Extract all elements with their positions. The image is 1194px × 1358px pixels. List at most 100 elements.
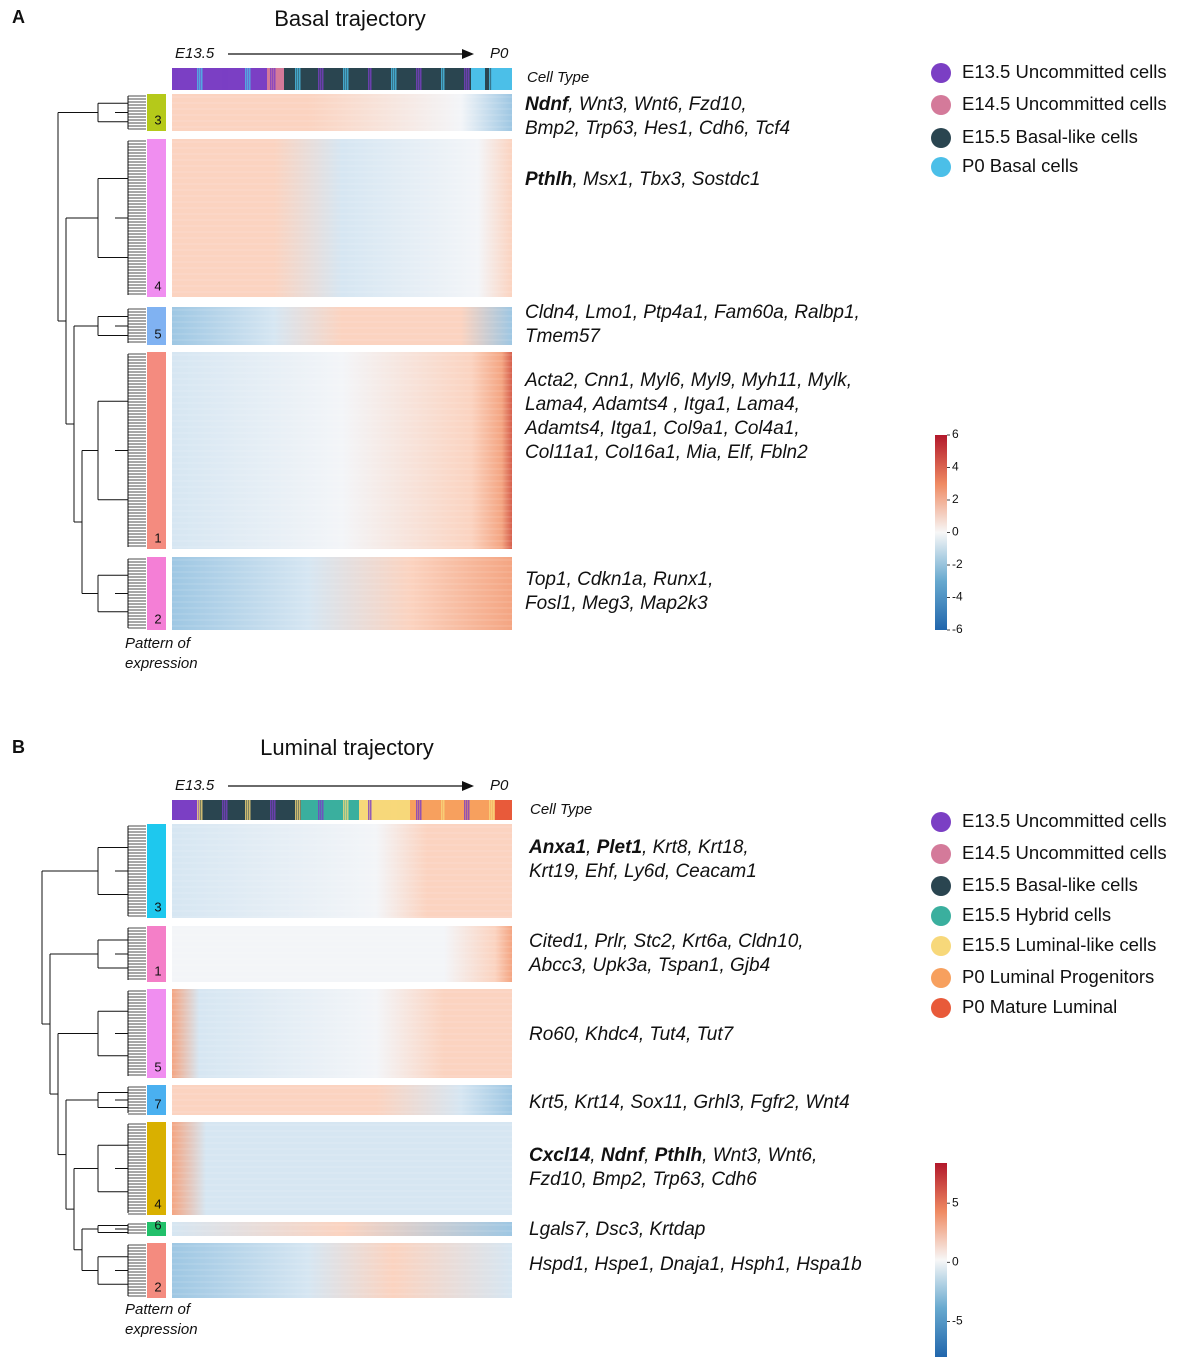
gene-list: Fzd10, Bmp2, Trp63, Cdh6 [529,1169,757,1190]
cell-stripe [416,800,418,820]
gene-list: Lgals7, Dsc3, Krtdap [529,1219,705,1240]
cell-stripe [197,68,199,90]
cluster-number: 4 [154,278,161,293]
panel-title: Basal trajectory [274,6,426,31]
gene-list: Tmem57 [525,326,601,347]
cell-stripe [441,800,443,820]
gene-text: Ndnf [525,94,570,115]
gene-text: Lgals7, Dsc3, Krtdap [529,1219,705,1240]
gene-list: Lama4, Adamts4 , Itga1, Lama4, [525,394,800,415]
gene-text: Ndnf [601,1145,646,1166]
cell-stripe [201,68,203,90]
cluster-bar [147,1122,166,1215]
cell-stripe [466,800,468,820]
cell-stripe [295,68,297,90]
cluster-number: 1 [154,963,161,978]
cell-stripe [245,68,247,90]
heatmap-block [172,989,512,1078]
cell-stripe [224,68,226,90]
cluster-bar [147,824,166,918]
cell-type-bar [172,68,512,90]
gene-list: Anxa1, Plet1, Krt8, Krt18, [528,837,749,858]
gene-list: Ro60, Khdc4, Tut4, Tut7 [529,1024,735,1045]
cluster-bar [147,139,166,297]
panel-label: B [12,737,25,757]
cell-stripe [443,68,445,90]
gene-list: Krt19, Ehf, Ly6d, Ceacam1 [529,861,757,882]
legend-dot [931,63,951,83]
cell-stripe [224,800,226,820]
cell-type-bar [172,800,512,820]
cell-stripe [464,68,466,90]
cell-stripe [249,800,251,820]
cluster-number: 3 [154,112,161,127]
gene-text: Pthlh [525,169,573,190]
cell-stripe [176,800,178,820]
colorbar-tick-label: -4 [952,590,963,604]
legend-label: E15.5 Basal-like cells [962,874,1138,895]
gene-list: Krt5, Krt14, Sox11, Grhl3, Fgfr2, Wnt4 [529,1092,850,1113]
gene-list: Ndnf, Wnt3, Wnt6, Fzd10, [525,94,747,115]
legend-dot [931,95,951,115]
cell-stripe [226,800,228,820]
cell-stripe [322,800,324,820]
gene-text: , [644,1145,655,1166]
cell-stripe [295,800,297,820]
gene-text: Bmp2, Trp63, Hes1, Cdh6, Tcf4 [525,118,790,139]
cluster-bar [147,1085,166,1115]
cell-stripe [493,800,495,820]
cell-stripe [247,800,249,820]
colorbar-tick-label: -5 [952,1314,963,1328]
trajectory-end: P0 [490,45,509,62]
gene-text: , Wnt3, Wnt6, Fzd10, [568,94,746,115]
gene-list: Cldn4, Lmo1, Ptp4a1, Fam60a, Ralbp1, [525,302,860,323]
cell-stripe [395,800,397,820]
cluster-number: 1 [154,530,161,545]
pattern-label: expression [125,655,198,672]
cell-stripe [176,68,178,90]
cell-stripe [247,68,249,90]
cell-stripe [343,68,345,90]
legend-label: E15.5 Basal-like cells [962,126,1138,147]
heatmap-block [172,1222,512,1236]
legend-label: P0 Luminal Progenitors [962,966,1154,987]
legend-label: E15.5 Luminal-like cells [962,934,1156,955]
arrow-head [462,781,474,791]
gene-list: Hspd1, Hspe1, Dnaja1, Hsph1, Hspa1b [529,1254,862,1275]
gene-text: , Krt8, Krt18, [642,837,749,858]
gene-text: , [586,837,597,858]
cell-stripe [393,800,395,820]
cell-stripe [299,68,301,90]
pattern-label: Pattern of [125,635,192,652]
legend-dot [931,812,951,832]
gene-list: Fosl1, Meg3, Map2k3 [525,593,708,614]
gene-text: Cldn4, Lmo1, Ptp4a1, Fam60a, Ralbp1, [525,302,860,323]
cell-stripe [391,800,393,820]
gene-text: Acta2, Cnn1, Myl6, Myl9, Myh11, Mylk, [524,370,852,391]
cell-stripe [272,800,274,820]
cell-stripe [468,800,470,820]
gene-list: Abcc3, Upk3a, Tspan1, Gjb4 [528,955,770,976]
cell-stripe [418,800,420,820]
cell-stripe [347,68,349,90]
gene-text: Abcc3, Upk3a, Tspan1, Gjb4 [528,955,770,976]
cell-type-label: Cell Type [527,69,589,86]
legend-label: P0 Basal cells [962,155,1078,176]
cluster-bar [147,307,166,345]
cell-stripe [370,800,372,820]
pattern-label: Pattern of [125,1301,192,1318]
gene-text: Plet1 [597,837,642,858]
gene-text: Adamts4, Itga1, Col9a1, Col4a1, [524,418,800,439]
cell-stripe [468,68,470,90]
pattern-label: expression [125,1321,198,1338]
gene-list: Acta2, Cnn1, Myl6, Myl9, Myh11, Mylk, [524,370,852,391]
cell-stripe [172,68,174,90]
cluster-number: 2 [154,1279,161,1294]
gene-list: Cxcl14, Ndnf, Pthlh, Wnt3, Wnt6, [529,1145,817,1166]
cell-stripe [318,800,320,820]
gene-text: Lama4, Adamts4 , Itga1, Lama4, [525,394,800,415]
cell-stripe [464,800,466,820]
cell-stripe [370,68,372,90]
gene-list: Cited1, Prlr, Stc2, Krt6a, Cldn10, [529,931,804,952]
gene-text: Fosl1, Meg3, Map2k3 [525,593,708,614]
